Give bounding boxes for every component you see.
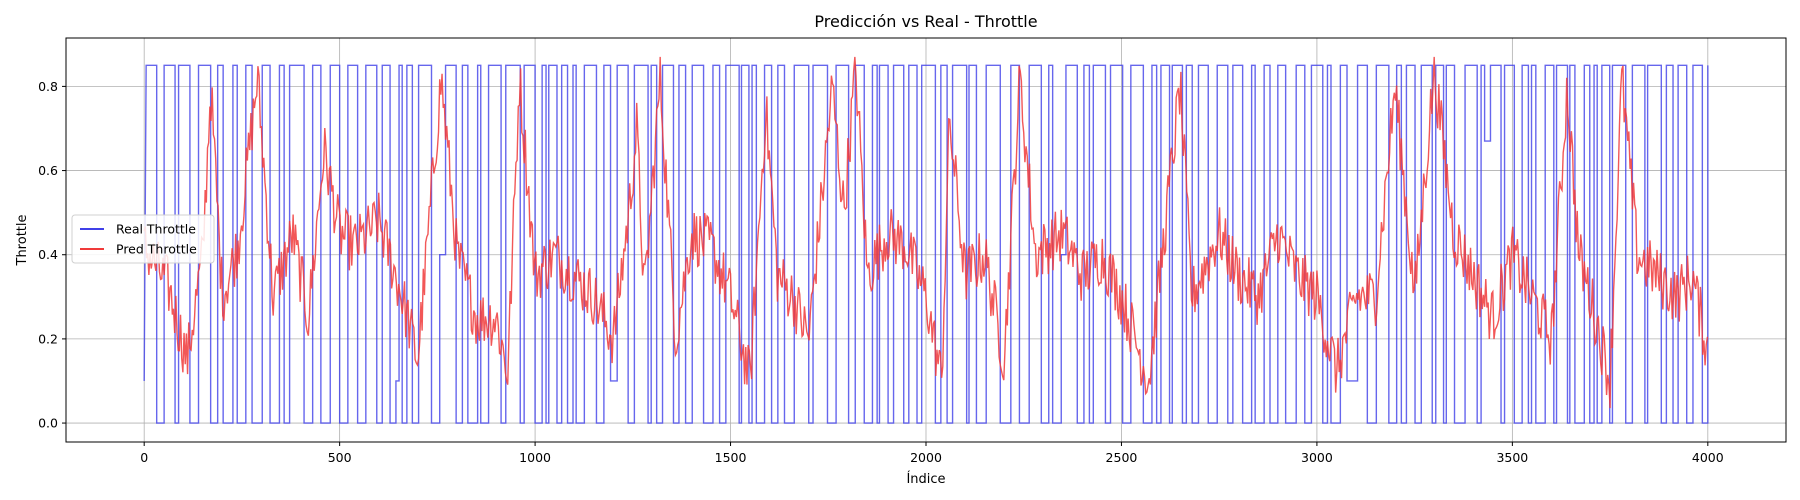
y-axis-ticks: 0.0 0.2 0.4 0.6 0.8 — [38, 79, 66, 431]
x-tick-label: 0 — [140, 450, 148, 465]
y-tick-label: 0.8 — [38, 79, 58, 94]
series-pred-throttle — [143, 56, 1709, 409]
y-tick-label: 0.4 — [38, 247, 58, 262]
legend-box — [71, 214, 215, 264]
legend-pred-label: Pred Throttle — [116, 242, 197, 257]
legend: Real Throttle Pred Throttle — [71, 214, 215, 264]
y-tick-label: 0.6 — [38, 163, 58, 178]
x-axis-label: Índice — [906, 471, 945, 487]
x-tick-label: 1500 — [715, 450, 747, 465]
x-tick-label: 2000 — [910, 450, 942, 465]
x-tick-label: 3500 — [1496, 450, 1528, 465]
y-tick-label: 0.2 — [38, 331, 58, 346]
x-tick-label: 500 — [328, 450, 352, 465]
real-throttle-line — [143, 64, 1709, 424]
x-tick-label: 2500 — [1106, 450, 1138, 465]
y-axis-label: Throttle — [15, 215, 30, 267]
chart-title: Predicción vs Real - Throttle — [814, 12, 1037, 31]
legend-real-label: Real Throttle — [116, 222, 196, 237]
x-axis-ticks: 0 500 1000 1500 2000 2500 3000 3500 4000 — [140, 442, 1724, 465]
x-tick-label: 3000 — [1301, 450, 1333, 465]
pred-throttle-line — [143, 56, 1709, 409]
x-tick-label: 4000 — [1692, 450, 1724, 465]
y-tick-label: 0.0 — [38, 416, 58, 431]
series-real-throttle — [143, 64, 1709, 424]
x-tick-label: 1000 — [519, 450, 551, 465]
